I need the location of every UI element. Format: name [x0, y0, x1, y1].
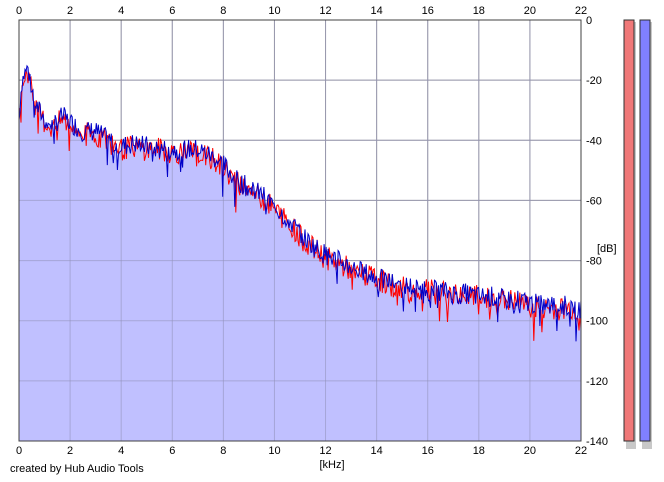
- x-tick-label-top: 14: [371, 5, 383, 17]
- x-tick-label-top: 18: [473, 5, 485, 17]
- credit-text: created by Hub Audio Tools: [10, 463, 144, 475]
- x-tick-label-bottom: 20: [524, 445, 536, 457]
- x-tick-label-bottom: 4: [118, 445, 124, 457]
- x-tick-label-top: 6: [169, 5, 175, 17]
- y-tick-label: -20: [586, 75, 602, 87]
- x-tick-label-top: 0: [16, 5, 22, 17]
- x-axis-label: [kHz]: [319, 459, 344, 471]
- level-meter-bar: [639, 19, 651, 442]
- x-tick-label-top: 12: [319, 5, 331, 17]
- x-tick-label-top: 8: [220, 5, 226, 17]
- y-tick-labels: 0 -20 -40 -60 -80 -100 -120 -140: [586, 15, 608, 448]
- x-tick-label-bottom: 10: [268, 445, 280, 457]
- y-tick-label: -100: [586, 316, 608, 328]
- x-tick-label-top: 10: [268, 5, 280, 17]
- x-tick-label-bottom: 18: [473, 445, 485, 457]
- x-tick-label-bottom: 16: [422, 445, 434, 457]
- x-tick-label-bottom: 6: [169, 445, 175, 457]
- y-tick-label: -120: [586, 376, 608, 388]
- y-tick-label: 0: [586, 15, 592, 27]
- x-tick-label-top: 16: [422, 5, 434, 17]
- x-tick-label-bottom: 22: [575, 445, 587, 457]
- series-line-red: [18, 69, 582, 341]
- x-tick-label-top: 2: [67, 5, 73, 17]
- plot-border: [18, 19, 582, 442]
- y-tick-label: -140: [586, 436, 608, 448]
- y-tick-label: -60: [586, 195, 602, 207]
- x-tick-label-top: 22: [575, 5, 587, 17]
- y-tick-label: -40: [586, 135, 602, 147]
- series-area-fill: [19, 65, 581, 442]
- x-tick-label-bottom: 8: [220, 445, 226, 457]
- x-tick-label-bottom: 0: [16, 445, 22, 457]
- x-tick-label-bottom: 2: [67, 445, 73, 457]
- x-tick-label-top: 4: [118, 5, 124, 17]
- axes: [18, 19, 582, 442]
- y-axis-label: [dB]: [597, 243, 617, 255]
- level-meters: [623, 19, 652, 449]
- level-meter-bar: [623, 19, 635, 442]
- y-tick-label: -80: [586, 256, 602, 268]
- x-tick-label-bottom: 14: [371, 445, 383, 457]
- series-line-blue: [18, 64, 582, 342]
- x-tick-label-top: 20: [524, 5, 536, 17]
- x-tick-label-bottom: 12: [319, 445, 331, 457]
